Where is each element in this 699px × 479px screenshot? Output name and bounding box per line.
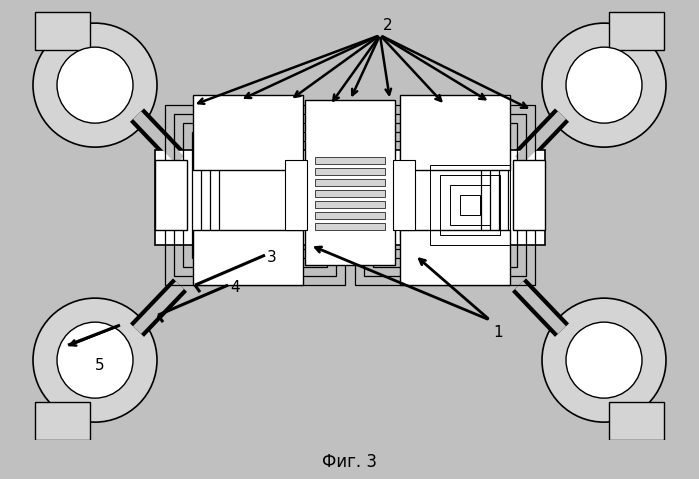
Text: 1: 1 — [493, 325, 503, 340]
Bar — [155, 150, 545, 245]
Bar — [609, 12, 664, 50]
Bar — [373, 123, 517, 267]
Bar — [219, 159, 291, 231]
Bar — [285, 160, 307, 230]
Bar — [430, 165, 510, 245]
Text: 3: 3 — [267, 250, 277, 264]
Circle shape — [57, 322, 133, 398]
Circle shape — [33, 23, 157, 147]
Bar — [364, 114, 526, 276]
Bar — [192, 132, 318, 258]
Bar — [183, 123, 327, 267]
Bar — [174, 114, 336, 276]
Bar — [193, 95, 303, 170]
Bar — [382, 132, 508, 258]
Bar — [315, 223, 385, 230]
Bar — [201, 141, 309, 249]
Circle shape — [542, 23, 666, 147]
Bar — [165, 105, 345, 285]
Bar — [210, 150, 300, 240]
Bar — [440, 175, 500, 235]
Circle shape — [566, 47, 642, 123]
Circle shape — [542, 298, 666, 422]
Bar — [155, 160, 187, 230]
Bar — [393, 160, 415, 230]
Bar — [315, 212, 385, 219]
Bar — [315, 179, 385, 186]
Bar — [193, 230, 303, 285]
Bar — [391, 141, 499, 249]
Bar — [305, 100, 395, 265]
Text: 5: 5 — [95, 358, 105, 373]
Text: Фиг. 3: Фиг. 3 — [322, 453, 377, 471]
Bar — [400, 95, 510, 170]
Bar — [409, 159, 481, 231]
Circle shape — [566, 322, 642, 398]
Bar — [609, 402, 664, 440]
Bar — [450, 185, 490, 225]
Bar — [400, 150, 490, 240]
Bar — [315, 190, 385, 197]
Bar — [355, 105, 535, 285]
Bar — [315, 157, 385, 164]
Bar — [513, 160, 545, 230]
Bar — [460, 195, 480, 215]
Bar — [315, 168, 385, 175]
Circle shape — [33, 298, 157, 422]
Circle shape — [57, 47, 133, 123]
Bar — [315, 201, 385, 208]
Bar — [35, 402, 90, 440]
Text: 4: 4 — [230, 280, 240, 295]
Bar — [400, 230, 510, 285]
Text: 2: 2 — [383, 18, 393, 33]
Bar — [35, 12, 90, 50]
